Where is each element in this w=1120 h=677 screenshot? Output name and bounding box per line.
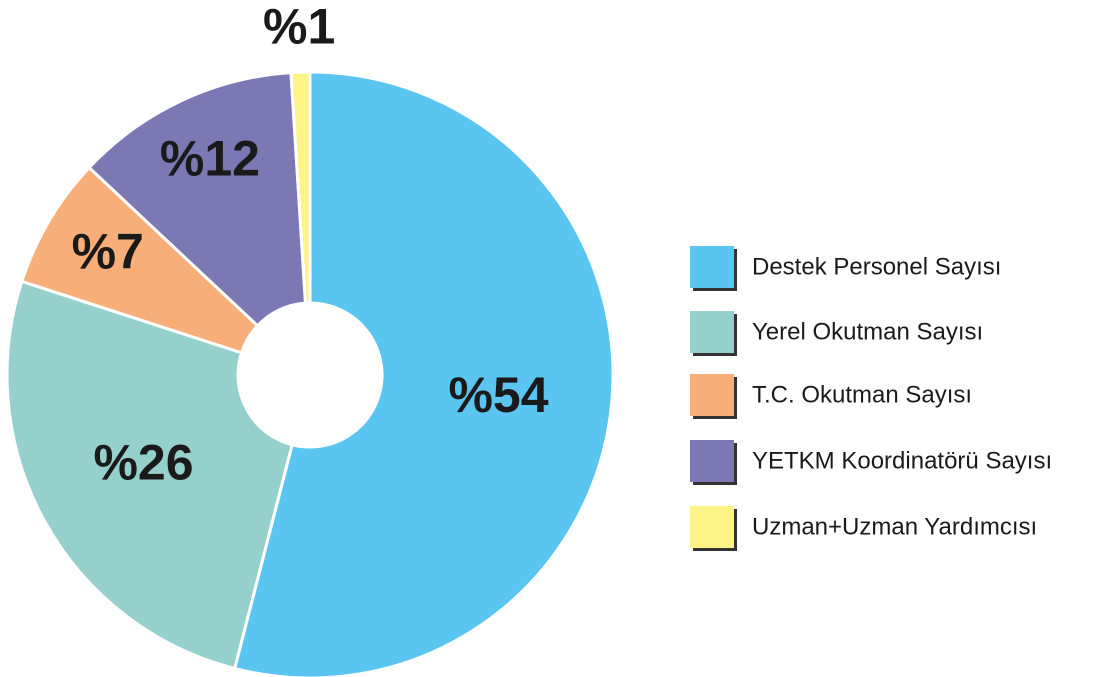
legend-label: Yerel Okutman Sayısı: [752, 318, 983, 345]
value-label: %54: [448, 367, 548, 423]
legend-swatch: [690, 246, 734, 288]
value-label: %7: [72, 224, 144, 280]
value-label: %26: [93, 435, 193, 491]
slice: [232, 70, 615, 677]
legend-swatch: [690, 440, 734, 482]
slice: [289, 70, 312, 305]
legend-swatch: [690, 374, 734, 416]
value-label: %12: [160, 131, 260, 187]
legend-label: Uzman+Uzman Yardımcısı: [752, 513, 1037, 540]
slice: [19, 165, 260, 355]
legend-label: T.C. Okutman Sayısı: [752, 381, 972, 408]
legend-label: YETKM Koordinatörü Sayısı: [752, 447, 1052, 474]
legend-label: Destek Personel Sayısı: [752, 253, 1001, 280]
slice: [5, 279, 294, 671]
legend-swatch: [690, 311, 734, 353]
slice: [87, 71, 308, 328]
legend-swatch: [690, 506, 734, 548]
value-label: %1: [263, 0, 335, 54]
